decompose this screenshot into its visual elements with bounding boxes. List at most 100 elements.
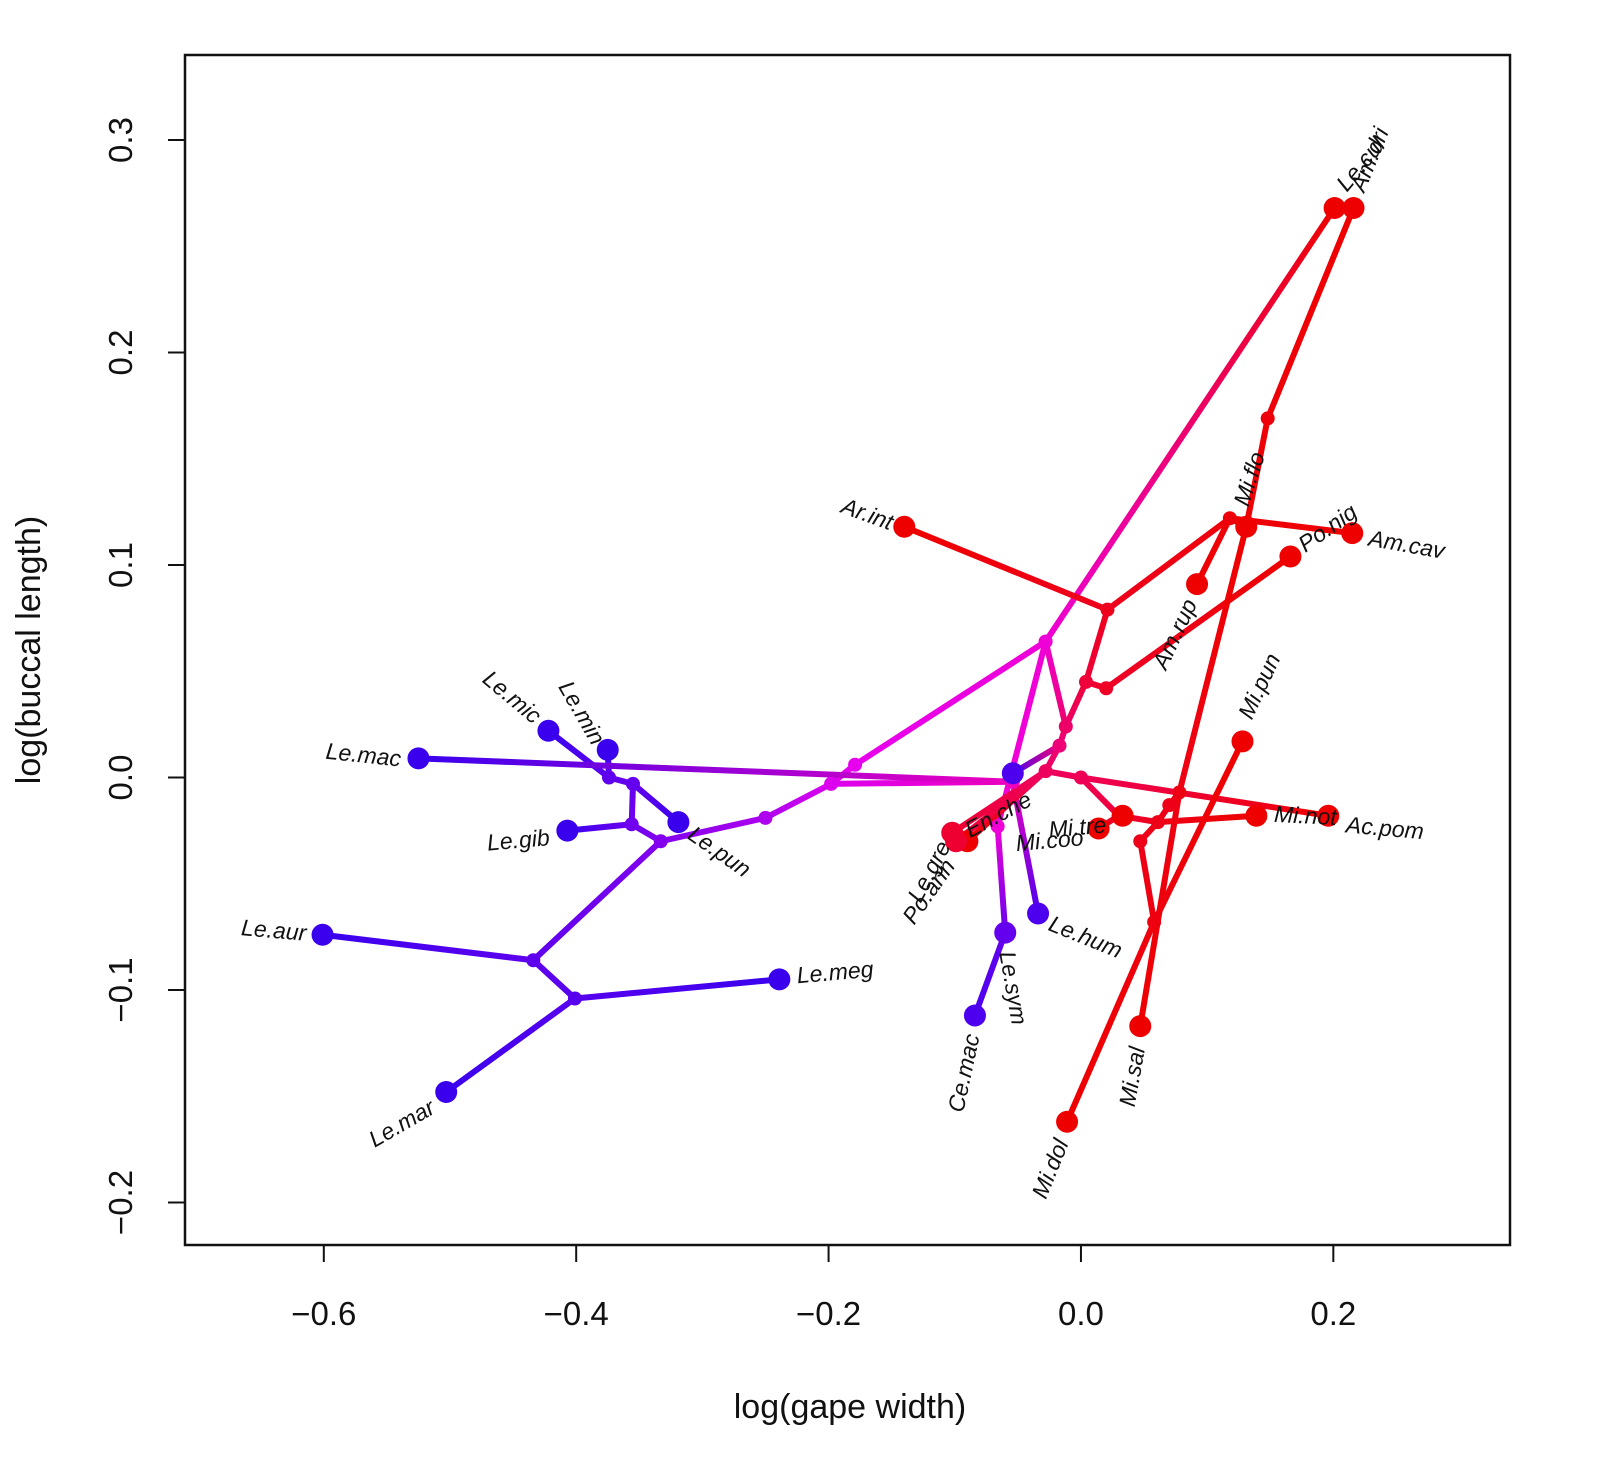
y-tick-label: −0.1 bbox=[102, 957, 139, 1022]
tree-branch bbox=[1151, 738, 1246, 925]
tree-branch bbox=[1083, 606, 1111, 685]
tip-label: Mi.coo bbox=[1015, 824, 1085, 856]
tip-label: Le.mac bbox=[325, 738, 403, 772]
tree-branch bbox=[530, 957, 578, 1002]
x-tick-label: −0.4 bbox=[544, 1295, 609, 1332]
internal-node bbox=[1133, 834, 1148, 849]
internal-node bbox=[1058, 719, 1073, 734]
tree-branch bbox=[319, 931, 537, 964]
plot-frame bbox=[183, 53, 1512, 1247]
tip-label: Le.mic bbox=[478, 665, 547, 729]
internal-node bbox=[1222, 511, 1237, 526]
tree-branch bbox=[971, 929, 1009, 1019]
tree-branch bbox=[1064, 919, 1158, 1125]
tree-branch bbox=[852, 638, 1049, 768]
y-tick-label: 0.2 bbox=[102, 330, 139, 376]
tree-branch bbox=[571, 976, 783, 1002]
tree-branch bbox=[1062, 678, 1089, 730]
tip-point bbox=[311, 923, 334, 946]
internal-node bbox=[1100, 602, 1115, 617]
tip-label: Le.gib bbox=[486, 824, 551, 855]
internal-node bbox=[526, 953, 541, 968]
tip-point bbox=[1279, 545, 1302, 568]
tip-label: Ce.mac bbox=[943, 1031, 985, 1114]
internal-node bbox=[758, 810, 773, 825]
tree-branch bbox=[1103, 553, 1294, 692]
tip-label: Mi.sal bbox=[1114, 1044, 1150, 1109]
tip-point bbox=[537, 719, 560, 742]
tip-label: Am.cav bbox=[1365, 524, 1448, 564]
tip-point bbox=[945, 830, 968, 853]
tip-label: Ar.int bbox=[836, 492, 898, 536]
internal-node bbox=[824, 776, 839, 791]
internal-node bbox=[653, 834, 668, 849]
internal-node bbox=[1162, 798, 1177, 813]
internal-node bbox=[1052, 738, 1067, 753]
tip-point bbox=[435, 1081, 458, 1103]
tree-branch bbox=[1077, 774, 1122, 819]
internal-node bbox=[624, 817, 639, 832]
tip-point bbox=[1001, 762, 1024, 785]
tree-branch bbox=[1264, 205, 1357, 422]
y-axis: −0.2 −0.1 0.0 0.1 0.2 0.3 bbox=[102, 117, 186, 1235]
tip-label: Mi.pun bbox=[1233, 649, 1286, 723]
tree-branch bbox=[1009, 778, 1042, 917]
y-tick-label: 0.0 bbox=[102, 755, 139, 801]
internal-node bbox=[1172, 785, 1187, 800]
x-axis-title: log(gape width) bbox=[734, 1388, 966, 1426]
y-tick-label: 0.3 bbox=[102, 117, 139, 163]
internal-node bbox=[1260, 411, 1275, 426]
x-tick-label: 0.2 bbox=[1310, 1295, 1356, 1332]
tip-label: Mi.tre bbox=[1048, 812, 1108, 843]
tip-point bbox=[1111, 804, 1134, 827]
internal-node bbox=[1099, 681, 1114, 696]
internal-nodes bbox=[526, 411, 1275, 1006]
tip-point bbox=[1342, 197, 1365, 219]
internal-node bbox=[1150, 815, 1165, 830]
tip-point bbox=[1027, 902, 1050, 925]
tree-branch bbox=[1077, 774, 1332, 819]
tree-branch bbox=[1042, 638, 1069, 730]
tip-point bbox=[893, 515, 916, 538]
tree-branch bbox=[994, 823, 1009, 936]
tip-point bbox=[667, 811, 690, 834]
tree-branch bbox=[443, 995, 578, 1095]
tip-point bbox=[1245, 804, 1268, 827]
internal-node bbox=[625, 776, 640, 791]
tip-point bbox=[1186, 573, 1209, 596]
tip-label: Am.rup bbox=[1146, 595, 1202, 675]
tip-label: Le.sym bbox=[994, 949, 1032, 1027]
y-tick-label: −0.2 bbox=[102, 1170, 139, 1235]
internal-node bbox=[1147, 915, 1162, 929]
tree-branch bbox=[1243, 415, 1271, 530]
tip-label: Mi.dol bbox=[1026, 1134, 1073, 1201]
tree-branch bbox=[1042, 205, 1338, 645]
tree-branch bbox=[1176, 523, 1250, 796]
tree-branch bbox=[1104, 515, 1233, 613]
tree-branch bbox=[657, 814, 769, 845]
tip-point bbox=[994, 921, 1017, 944]
internal-node bbox=[602, 770, 616, 785]
x-tick-label: 0.0 bbox=[1058, 1295, 1104, 1332]
tree-branch bbox=[1137, 838, 1158, 925]
internal-node bbox=[1038, 634, 1053, 649]
internal-node bbox=[1079, 674, 1093, 689]
internal-node bbox=[848, 757, 863, 772]
tip-point bbox=[1129, 1015, 1152, 1038]
tip-point bbox=[596, 738, 619, 761]
tree-branch bbox=[762, 780, 835, 821]
tip-label: Mi.flo bbox=[1228, 448, 1270, 508]
tip-points bbox=[311, 197, 1365, 1133]
tree-branch bbox=[901, 523, 1111, 613]
tip-point bbox=[1341, 522, 1364, 545]
tip-label: Mi.not bbox=[1273, 801, 1339, 830]
tree-branch bbox=[530, 838, 664, 964]
tree-branch bbox=[1194, 515, 1233, 588]
internal-node bbox=[1038, 764, 1053, 779]
tip-label: Le.meg bbox=[796, 956, 875, 989]
x-axis: −0.6 −0.4 −0.2 0.0 0.2 bbox=[291, 1244, 1356, 1332]
y-axis-title: log(buccal length) bbox=[10, 516, 48, 784]
tip-point bbox=[963, 1004, 986, 1027]
